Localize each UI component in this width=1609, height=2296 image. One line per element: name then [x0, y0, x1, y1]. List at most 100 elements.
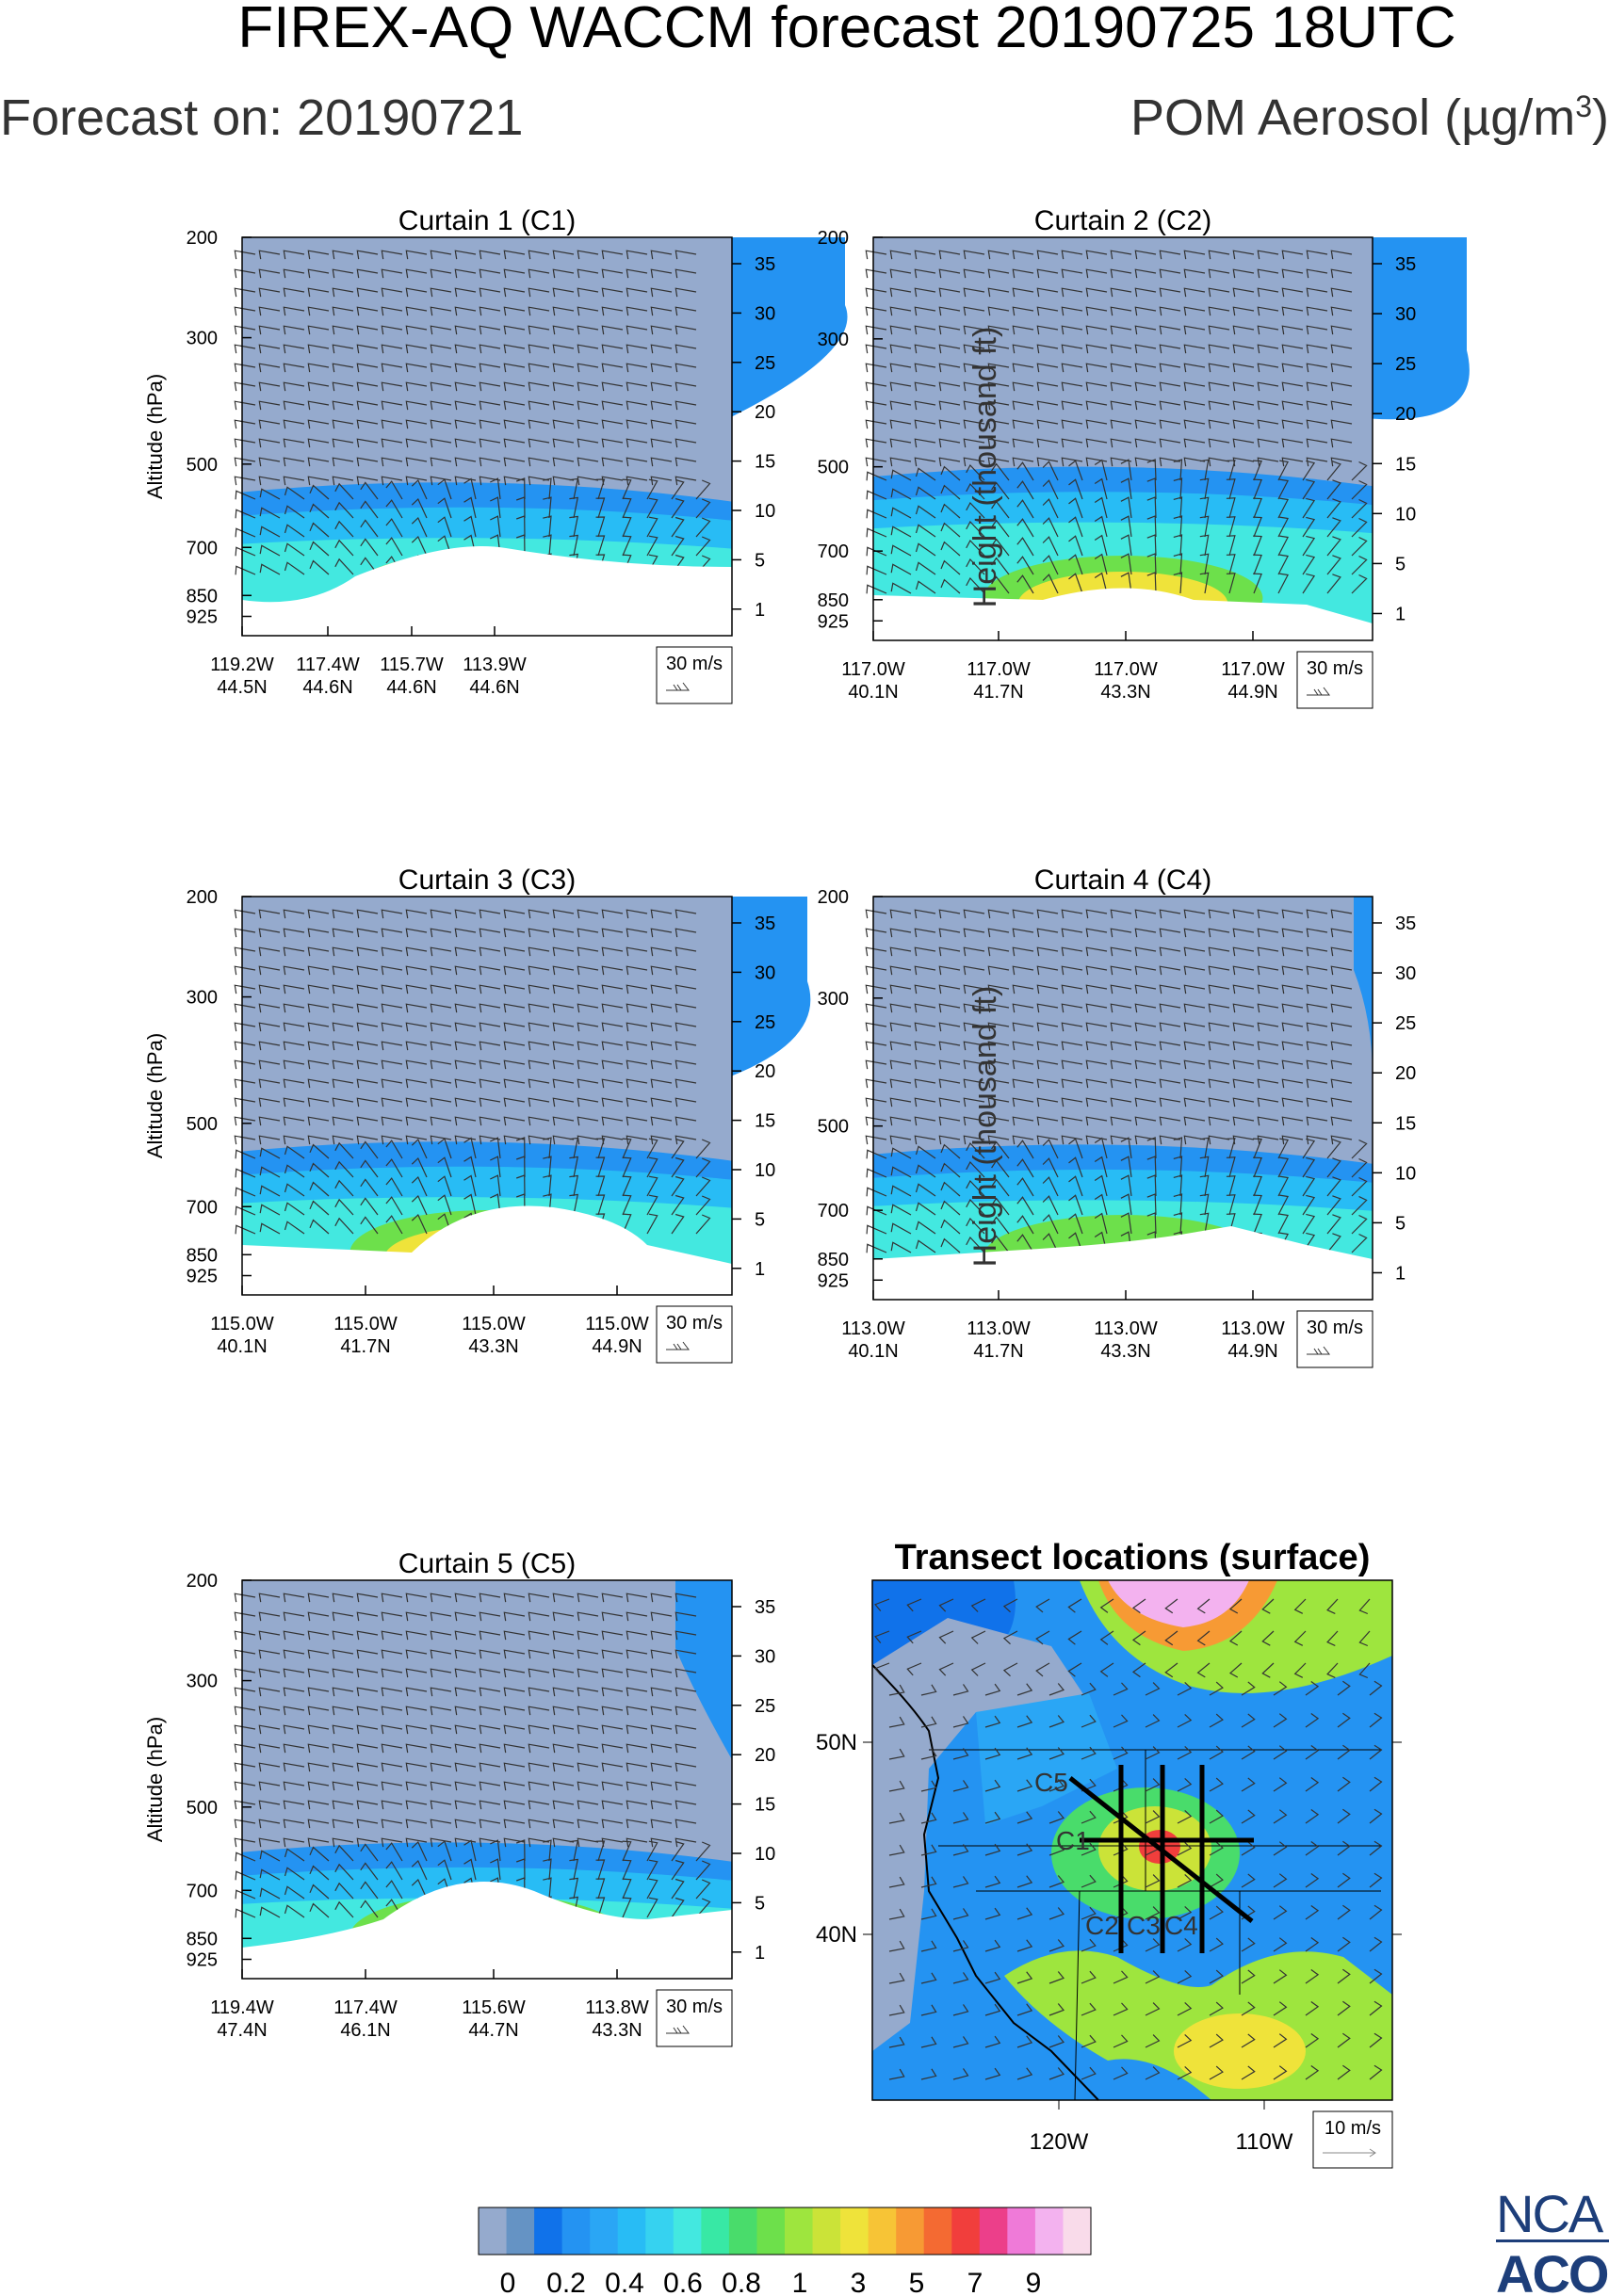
wind-barbs [234, 1593, 711, 1918]
colorbar-label: 0 [500, 2268, 516, 2296]
secondary-y-axis-label: Height (thousand ft) [967, 986, 1003, 1268]
pressure-tick-label: 700 [187, 1881, 218, 1901]
height-tick-label: 30 [755, 303, 775, 324]
plot-frame [241, 1579, 733, 1980]
colorbar-swatch-13 [840, 2207, 870, 2255]
height-tick-label: 1 [755, 1259, 765, 1280]
x-tick-label-lon: 117.0W [841, 659, 905, 680]
height-tick-label: 20 [1395, 1063, 1416, 1084]
colorbar-swatch-18 [979, 2207, 1008, 2255]
panel-title: Curtain 2 (C2) [1034, 205, 1211, 236]
height-tick-label: 25 [755, 353, 775, 374]
map-x-tick-label: 110W [1236, 2129, 1293, 2155]
pressure-tick-label: 850 [818, 1250, 849, 1270]
pressure-tick-label: 300 [818, 989, 849, 1010]
wind-barbs [865, 909, 1368, 1253]
height-tick-label: 35 [755, 254, 775, 275]
wind-reference-frame [1296, 1310, 1373, 1368]
x-tick-label-lon: 113.0W [841, 1318, 905, 1339]
colorbar-label: 7 [967, 2268, 983, 2296]
colorbar-swatch-15 [896, 2207, 925, 2255]
x-tick-label-lon: 115.0W [210, 1314, 274, 1334]
map-wind-reference: 10 m/s [1312, 2110, 1393, 2169]
pressure-tick-label: 500 [818, 458, 849, 478]
colorbar-swatch-6 [645, 2207, 674, 2255]
x-tick-label-lat: 40.1N [848, 1341, 898, 1362]
pressure-tick-label: 850 [187, 586, 218, 606]
inland-region [976, 1693, 1117, 1825]
height-tick-label: 5 [1395, 554, 1406, 574]
pressure-tick-label: 925 [187, 607, 218, 628]
secondary-y-axis-label: Height (thousand ft) [967, 327, 1003, 608]
upper-aerosol-band [732, 237, 848, 417]
southern-smoke-core [1174, 2013, 1306, 2089]
pressure-tick-label: 300 [187, 329, 218, 349]
pressure-tick-label: 300 [187, 1672, 218, 1692]
height-tick-label: 10 [755, 501, 775, 522]
x-tick-label-lon: 117.4W [333, 1997, 398, 2018]
wind-reference-box: 30 m/s [1296, 651, 1373, 709]
x-tick-label-lon: 115.0W [462, 1314, 526, 1334]
map-x-tick-label: 120W [1030, 2129, 1089, 2155]
height-tick-label: 1 [755, 1943, 765, 1964]
colorbar-swatch-0 [479, 2207, 508, 2255]
x-tick-label-lon: 113.0W [1094, 1318, 1158, 1339]
x-tick-label-lat: 41.7N [973, 682, 1023, 703]
pressure-tick-label: 300 [818, 330, 849, 350]
transect-line-c5 [1068, 1776, 1254, 1923]
height-tick-label: 20 [1395, 404, 1416, 425]
colorbar-swatch-10 [756, 2207, 786, 2255]
x-tick-label-lat: 44.6N [302, 677, 352, 698]
height-tick-label: 35 [1395, 254, 1416, 275]
pressure-tick-label: 200 [187, 887, 218, 908]
colorbar-swatch-3 [561, 2207, 591, 2255]
wind-barbs [234, 909, 711, 1235]
transect-label-c1: C1 [1056, 1826, 1090, 1855]
x-tick-label-lon: 117.0W [1094, 659, 1158, 680]
wind-reference-barb [666, 1341, 690, 1350]
colorbar-swatch-5 [617, 2207, 646, 2255]
map-y-tick-label: 50N [816, 1730, 857, 1755]
colorbar: 0 0.2 0.4 0.6 0.8 1 3 5 7 9 [478, 2207, 1092, 2296]
height-tick-label: 20 [755, 402, 775, 423]
x-tick-label-lon: 115.0W [585, 1314, 649, 1334]
height-tick-label: 10 [1395, 1163, 1416, 1184]
pressure-tick-label: 850 [187, 1929, 218, 1949]
colorbar-swatch-9 [728, 2207, 757, 2255]
wind-reference-label: 30 m/s [1307, 1318, 1363, 1338]
x-tick-label-lat: 44.6N [469, 677, 519, 698]
pressure-tick-label: 925 [187, 1950, 218, 1971]
height-tick-label: 20 [755, 1061, 775, 1082]
pressure-tick-label: 500 [187, 455, 218, 476]
height-tick-label: 5 [1395, 1213, 1406, 1234]
terrain-mask [242, 1882, 732, 1979]
x-tick-label-lat: 44.9N [592, 1336, 642, 1357]
curtain-panel-1: Curtain 1 (C1)20030050070085092535302520… [143, 205, 1003, 704]
wind-reference-barb [1307, 1346, 1330, 1355]
height-tick-label: 35 [755, 1597, 775, 1618]
pressure-tick-label: 200 [818, 228, 849, 249]
x-tick-label-lat: 43.3N [468, 1336, 518, 1357]
x-tick-label-lat: 44.9N [1227, 1341, 1277, 1362]
pressure-tick-label: 925 [818, 611, 849, 632]
species-exponent: 3 [1575, 89, 1593, 123]
colorbar-swatch-17 [951, 2207, 981, 2255]
height-tick-label: 25 [1395, 354, 1416, 375]
transect-map: Transect locations (surface) C1 C2 C3 C4 C5 50… [816, 1538, 1402, 2169]
coastline [871, 1664, 1099, 2101]
plot-frame [872, 236, 1373, 641]
transect-label-c4: C4 [1164, 1911, 1198, 1940]
y-axis-label: Altitude (hPa) [143, 1717, 167, 1842]
height-tick-label: 5 [755, 550, 765, 571]
wind-reference-label: 30 m/s [1307, 658, 1363, 679]
map-title: Transect locations (surface) [895, 1538, 1371, 1577]
colorbar-swatch-11 [785, 2207, 814, 2255]
colorbar-swatch-20 [1034, 2207, 1064, 2255]
height-tick-label: 15 [755, 1795, 775, 1816]
pressure-tick-label: 925 [818, 1270, 849, 1291]
species-text: POM Aerosol (µg/m [1130, 89, 1576, 146]
colorbar-label: 0.4 [605, 2268, 644, 2296]
